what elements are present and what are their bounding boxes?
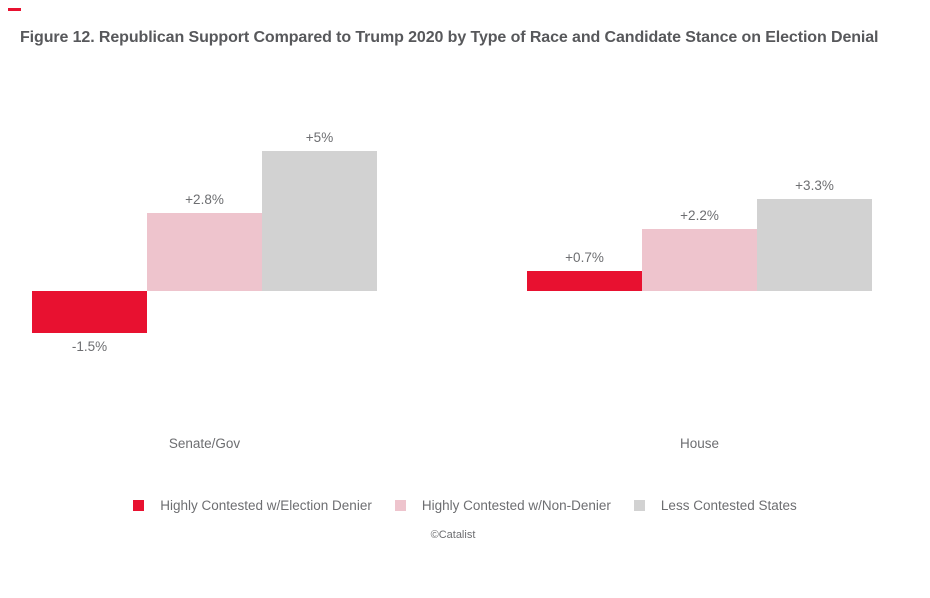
copyright-credit: ©Catalist [430,529,476,541]
bar-value-label: +0.7% [565,250,604,265]
legend-swatch [133,500,145,511]
legend-label: Less Contested States [660,498,797,513]
bar-house-highly-contested-w-non-denier [642,229,757,291]
bar-value-label: +3.3% [795,178,834,193]
legend-label: Highly Contested w/Non-Denier [421,498,611,513]
bar-house-highly-contested-w-election-denier [527,271,642,291]
red-dash-mark [8,8,21,11]
bar-value-label: +2.8% [185,192,224,207]
bar-value-label: -1.5% [71,339,108,354]
figure-title: Figure 12. Republican Support Compared t… [20,29,879,46]
legend-swatch [633,500,645,511]
x-axis-label-senate-gov: Senate/Gov [168,436,241,451]
legend-item: Highly Contested w/Election Denier [133,498,372,513]
bar-house-less-contested-states [757,199,872,291]
legend-item: Highly Contested w/Non-Denier [394,498,611,513]
bar-senate-gov-highly-contested-w-election-denier [32,291,147,333]
legend-item: Less Contested States [633,498,797,513]
bar-value-label: +5% [305,130,334,145]
bar-senate-gov-highly-contested-w-non-denier [147,213,262,291]
legend-swatch [394,500,406,511]
bar-senate-gov-less-contested-states [262,151,377,291]
bar-value-label: +2.2% [680,208,719,223]
x-axis-label-house: House [679,436,720,451]
legend-label: Highly Contested w/Election Denier [160,498,372,513]
legend: Highly Contested w/Election Denier Highly… [8,498,922,513]
